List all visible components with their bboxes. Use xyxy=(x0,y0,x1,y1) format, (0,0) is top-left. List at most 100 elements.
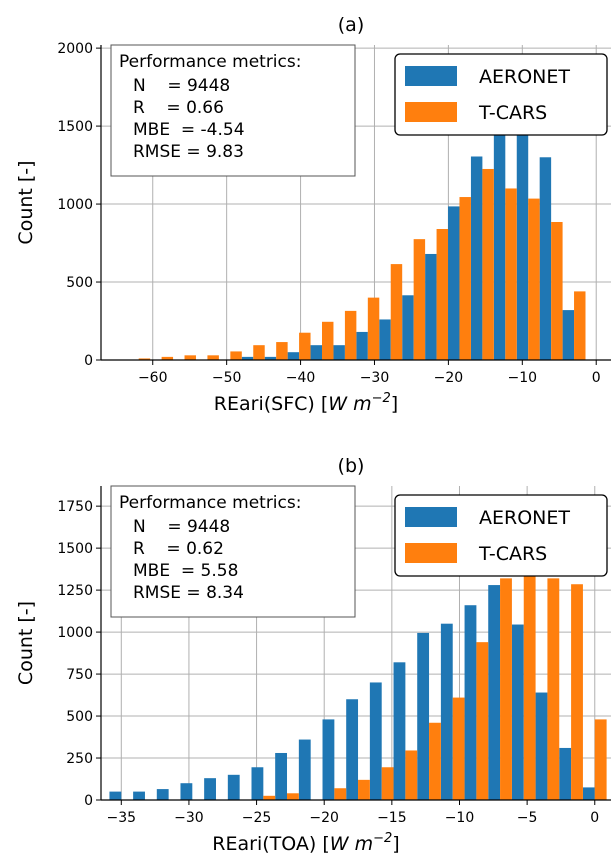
legend-label: T-CARS xyxy=(478,543,547,565)
aeronet-bar xyxy=(133,791,145,800)
aeronet-bar xyxy=(241,356,254,360)
tcars-bar xyxy=(551,221,563,360)
aeronet-bar xyxy=(251,767,264,800)
tcars-bar xyxy=(482,168,494,360)
metrics-line: MBE = 5.58 xyxy=(133,561,238,581)
x-axis-label: REari(SFC) [W m−2] xyxy=(214,391,398,415)
tcars-bar xyxy=(459,197,471,360)
aeronet-bar xyxy=(488,585,501,800)
x-tick-label: −30 xyxy=(174,810,204,826)
tcars-bar xyxy=(367,297,380,360)
x-tick-label: −5 xyxy=(517,810,538,826)
aeronet-bar xyxy=(493,135,506,360)
legend-swatch xyxy=(405,507,457,527)
metrics-line: R = 0.62 xyxy=(133,539,224,559)
aeronet-bar xyxy=(287,352,300,360)
metrics-heading: Performance metrics: xyxy=(119,493,301,513)
aeronet-bar xyxy=(562,310,575,360)
x-tick-label: −35 xyxy=(107,810,137,826)
y-tick-label: 1750 xyxy=(57,499,93,515)
aeronet-bar xyxy=(356,331,368,360)
aeronet-bar xyxy=(582,787,595,800)
aeronet-bar xyxy=(275,752,288,800)
aeronet-bar xyxy=(109,791,122,800)
x-tick-label: −30 xyxy=(360,370,390,386)
aeronet-bar xyxy=(346,699,359,800)
aeronet-bar xyxy=(264,356,277,360)
tcars-bar xyxy=(334,788,347,800)
x-tick-label: −50 xyxy=(212,370,242,386)
tcars-bar xyxy=(299,332,311,360)
legend-swatch xyxy=(405,543,457,563)
aeronet-bar xyxy=(425,253,437,360)
tcars-bar xyxy=(381,767,394,800)
aeronet-bar xyxy=(417,632,430,800)
y-axis-label: Count [-] xyxy=(15,160,37,244)
panel-title: (a) xyxy=(338,14,364,36)
x-tick-label: −10 xyxy=(445,810,475,826)
tcars-bar xyxy=(452,697,465,800)
legend-swatch xyxy=(405,66,457,86)
metrics-line: MBE = -4.54 xyxy=(133,120,245,140)
aeronet-bar xyxy=(393,662,406,800)
aeronet-bar xyxy=(322,719,335,800)
y-tick-label: 250 xyxy=(66,751,93,767)
tcars-bar xyxy=(571,584,583,800)
aeronet-bar xyxy=(310,345,322,360)
aeronet-bar xyxy=(470,156,483,360)
x-tick-label: −20 xyxy=(309,810,339,826)
x-tick-label: −40 xyxy=(286,370,316,386)
y-tick-label: 1000 xyxy=(57,197,93,213)
y-tick-label: 500 xyxy=(66,709,93,725)
x-tick-label: −20 xyxy=(434,370,464,386)
metrics-line: R = 0.66 xyxy=(133,98,224,118)
tcars-bar xyxy=(322,321,334,360)
tcars-bar xyxy=(405,750,418,800)
aeronet-bar xyxy=(379,319,391,360)
aeronet-bar xyxy=(298,739,311,800)
tcars-bar xyxy=(500,578,512,800)
chart-panel-a: −60 −50 −40 −30 −20 −10 0 0 500 1000 1500 2000 (a) RE… xyxy=(15,14,611,415)
x-axis-label: REari(TOA) [W m−2] xyxy=(212,831,399,855)
x-tick-label: −25 xyxy=(242,810,272,826)
x-tick-label: −15 xyxy=(377,810,407,826)
y-tick-label: 0 xyxy=(84,353,93,369)
legend-label: AERONET xyxy=(479,507,570,529)
aeronet-bar xyxy=(333,345,345,360)
aeronet-bar xyxy=(440,623,453,800)
x-tick-label: −60 xyxy=(138,370,168,386)
legend-label: T-CARS xyxy=(478,102,547,124)
chart-panel-b: −35 −30 −25 −20 −15 −10 −5 0 0 250 500 750 1000 1250 1… xyxy=(15,455,611,855)
tcars-bar xyxy=(230,351,242,360)
tcars-bar xyxy=(263,795,276,800)
aeronet-bar xyxy=(516,135,529,360)
tcars-bar xyxy=(476,642,489,800)
y-tick-label: 1000 xyxy=(57,625,93,641)
panel-title: (b) xyxy=(338,455,365,477)
tcars-bar xyxy=(253,345,265,360)
x-tick-label: −10 xyxy=(508,370,538,386)
x-tick-label: 0 xyxy=(590,810,599,826)
tcars-bar xyxy=(523,571,536,800)
aeronet-bar xyxy=(464,605,477,800)
tcars-bar xyxy=(161,356,174,360)
metrics-box xyxy=(110,44,356,177)
y-tick-label: 500 xyxy=(66,275,93,291)
x-tick-label: 0 xyxy=(592,370,601,386)
tcars-bar xyxy=(344,310,357,360)
aeronet-bar xyxy=(448,206,460,360)
aeronet-bar xyxy=(559,747,572,800)
tcars-bar xyxy=(574,291,586,360)
aeronet-bar xyxy=(227,774,240,800)
tcars-bar xyxy=(528,198,540,360)
tcars-bar xyxy=(138,358,151,360)
tcars-bar xyxy=(390,264,403,360)
y-tick-label: 0 xyxy=(84,793,93,809)
tcars-bar xyxy=(276,342,288,360)
tcars-bar xyxy=(594,719,607,800)
metrics-line: N = 9448 xyxy=(133,76,230,96)
tcars-bar xyxy=(547,578,560,800)
aeronet-bar xyxy=(369,682,382,800)
aeronet-bar xyxy=(204,778,216,800)
